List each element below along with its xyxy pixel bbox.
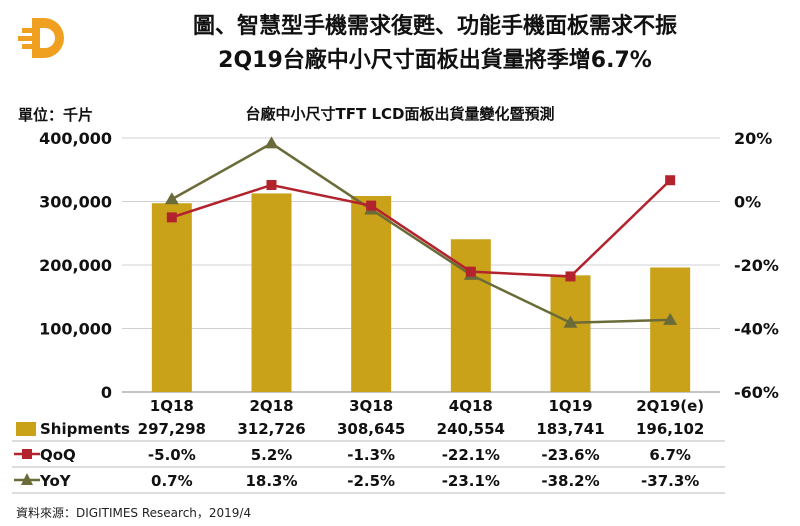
bar xyxy=(550,275,591,392)
y-tick-label: 400,000 xyxy=(39,129,112,148)
source-note: 資料來源：DIGITIMES Research，2019/4 xyxy=(16,506,252,520)
series-line-qoq xyxy=(171,179,672,278)
data-label: 6.7% xyxy=(649,446,691,464)
point-marker xyxy=(563,315,578,328)
point-marker xyxy=(663,312,678,325)
y2-tick-label: -60% xyxy=(734,383,779,402)
point-marker xyxy=(264,136,279,149)
y2-tick-label: 0% xyxy=(734,193,761,212)
y-tick-label: 0 xyxy=(101,383,112,402)
page-title-line1: 圖、智慧型手機需求復甦、功能手機面板需求不振 xyxy=(192,14,677,39)
point-marker xyxy=(166,212,177,223)
y-tick-label: 300,000 xyxy=(39,193,112,212)
point-marker xyxy=(366,200,377,211)
data-label: 18.3% xyxy=(245,472,297,490)
y2-tick-label: 20% xyxy=(734,129,772,148)
y-tick-label: 200,000 xyxy=(39,256,112,275)
data-label: 308,645 xyxy=(337,420,405,438)
x-tick-label: 1Q18 xyxy=(150,397,194,415)
data-label: -23.1% xyxy=(442,472,500,490)
digitimes-logo xyxy=(18,14,66,62)
x-tick-label: 4Q18 xyxy=(449,397,493,415)
legend-label-yoy: YoY xyxy=(39,472,72,490)
x-tick-label: 2Q19(e) xyxy=(636,397,704,415)
chart-title: 台廠中小尺寸TFT LCD面板出貨量變化暨預測 xyxy=(245,105,555,123)
data-label: -5.0% xyxy=(148,446,196,464)
legend-label-shipments: Shipments xyxy=(40,420,130,438)
data-label: -38.2% xyxy=(541,472,599,490)
legend-key-shipments xyxy=(16,422,36,436)
unit-label: 單位：千片 xyxy=(18,106,94,124)
bar xyxy=(251,193,292,392)
series-line-yoy xyxy=(171,141,671,325)
data-label: 183,741 xyxy=(536,420,604,438)
bar xyxy=(351,196,392,392)
y-tick-label: 100,000 xyxy=(39,320,112,339)
bar xyxy=(151,203,192,392)
data-label: 196,102 xyxy=(636,420,704,438)
point-marker xyxy=(465,266,476,277)
data-label: -37.3% xyxy=(641,472,699,490)
page-title-line2: 2Q19台廠中小尺寸面板出貨量將季增6.7% xyxy=(218,48,652,73)
y2-tick-label: -40% xyxy=(734,320,779,339)
point-marker xyxy=(266,179,277,190)
data-label: 5.2% xyxy=(251,446,293,464)
data-label: 0.7% xyxy=(151,472,193,490)
point-marker xyxy=(164,192,179,205)
point-marker xyxy=(565,271,576,282)
bar xyxy=(650,267,691,392)
data-label: -23.6% xyxy=(541,446,599,464)
x-tick-label: 3Q18 xyxy=(349,397,393,415)
x-tick-label: 2Q18 xyxy=(249,397,293,415)
data-label: 240,554 xyxy=(437,420,505,438)
data-label: -2.5% xyxy=(347,472,395,490)
data-label: -22.1% xyxy=(442,446,500,464)
legend-key-yoy-marker xyxy=(21,473,33,485)
legend-key-qoq-marker xyxy=(22,449,32,459)
x-tick-label: 1Q19 xyxy=(548,397,592,415)
legend-label-qoq: QoQ xyxy=(40,446,76,464)
y2-tick-label: -20% xyxy=(734,256,779,275)
data-label: 312,726 xyxy=(237,420,305,438)
data-label: -1.3% xyxy=(347,446,395,464)
point-marker xyxy=(665,175,676,186)
data-label: 297,298 xyxy=(138,420,206,438)
